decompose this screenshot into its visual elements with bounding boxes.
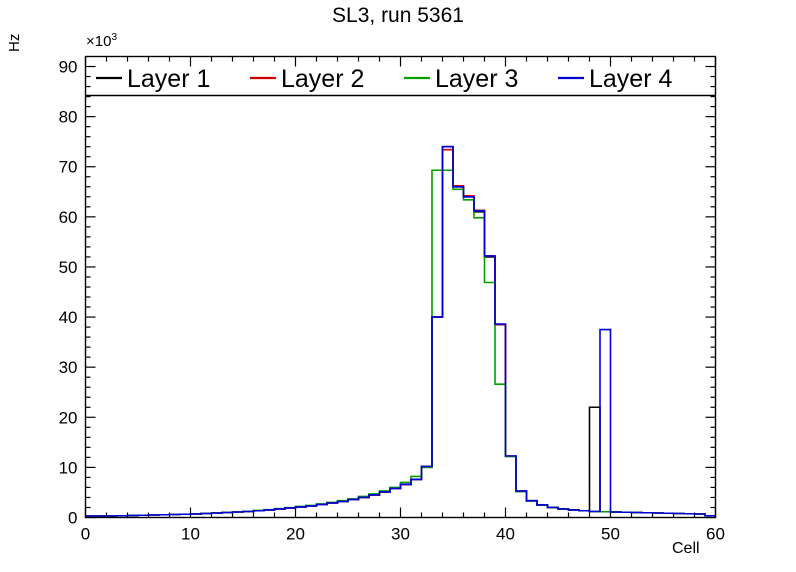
exponent-mantissa: ×10 <box>86 33 112 50</box>
exponent-power: 3 <box>111 32 118 43</box>
x-axis-title: Cell <box>672 540 700 557</box>
x-tick-label: 50 <box>601 525 620 544</box>
series-layer-4 <box>85 145 716 517</box>
legend: Layer 1 Layer 2 Layer 3 Layer 4 <box>96 65 672 93</box>
y-tick-label: 0 <box>68 509 77 528</box>
series-layer-3 <box>85 169 716 517</box>
y-tick-label: 80 <box>59 108 78 127</box>
axis-tick-labels: 0 10 20 30 40 50 60 0 10 20 30 40 50 60 70 80 90 <box>59 58 725 544</box>
histogram-series <box>85 145 716 517</box>
legend-label-3: Layer 3 <box>435 65 518 93</box>
y-tick-label: 70 <box>59 158 78 177</box>
x-tick-label: 10 <box>181 525 200 544</box>
y-axis-exponent-label: ×103 <box>86 32 117 50</box>
y-tick-label: 60 <box>59 208 78 227</box>
legend-label-4: Layer 4 <box>589 65 672 93</box>
plot-frame-rect <box>84 55 717 519</box>
x-tick-label: 40 <box>496 525 515 544</box>
x-tick-label: 20 <box>286 525 305 544</box>
series-layer-2 <box>85 148 716 517</box>
legend-label-2: Layer 2 <box>281 65 364 93</box>
y-tick-label: 50 <box>59 258 78 277</box>
x-tick-label: 60 <box>706 525 725 544</box>
axis-ticks <box>84 56 717 519</box>
y-tick-label: 90 <box>59 58 78 77</box>
y-tick-label: 40 <box>59 308 78 327</box>
plot-frame <box>84 55 717 519</box>
page-title: SL3, run 5361 <box>332 4 464 27</box>
x-tick-label: 30 <box>391 525 410 544</box>
y-tick-label: 20 <box>59 408 78 427</box>
x-tick-label: 0 <box>81 525 90 544</box>
y-tick-label: 10 <box>59 458 78 477</box>
legend-label-1: Layer 1 <box>127 65 210 93</box>
series-layer-1 <box>85 145 716 517</box>
y-tick-label: 30 <box>59 358 78 377</box>
